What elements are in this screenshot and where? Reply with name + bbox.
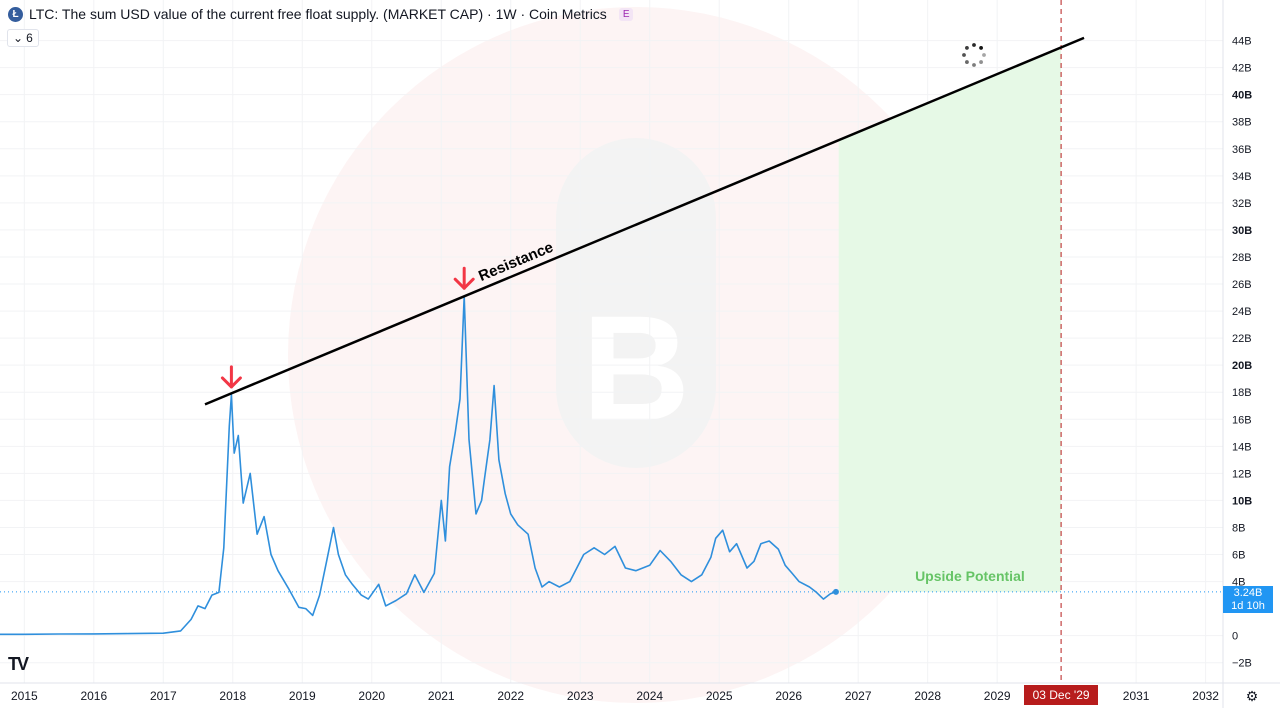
y-tick-label: 42B [1232, 63, 1252, 75]
svg-text:B: B [582, 284, 690, 452]
spinner-dot [979, 60, 983, 64]
x-tick-label: 2017 [150, 689, 177, 703]
spinner-dot [965, 60, 969, 64]
x-tick-label: 2023 [567, 689, 594, 703]
y-tick-label: 26B [1232, 279, 1252, 291]
settings-icon[interactable]: ⚙ [1245, 688, 1259, 704]
time-axis[interactable]: 2015 2016 2017 2018 2019 2020 2021 2022 2023 2024… [11, 689, 1219, 703]
y-tick-label: 40B [1232, 90, 1252, 102]
y-tick-label: 10B [1232, 495, 1252, 507]
x-tick-label: 2027 [845, 689, 872, 703]
y-tick-label: 36B [1232, 144, 1252, 156]
y-tick-label: 8B [1232, 522, 1245, 534]
spinner-dot [982, 53, 986, 57]
upside-potential-label: Upside Potential [915, 568, 1025, 584]
bar-countdown: 1d 10h [1231, 600, 1265, 612]
x-tick-label: 2028 [914, 689, 941, 703]
price-axis[interactable]: 44B 42B 40B 38B 36B 34B 32B 30B 28B 26B 24B 22B 20B 1… [1232, 36, 1252, 670]
x-tick-label: 2019 [289, 689, 316, 703]
spinner-dot [965, 46, 969, 50]
y-tick-label: 0 [1232, 631, 1238, 643]
ltc-logo-icon: Ł [8, 6, 23, 22]
tradingview-logo-icon[interactable]: TV [8, 654, 29, 674]
x-tick-label: 2021 [428, 689, 455, 703]
indicators-collapse-button[interactable]: ⌄ 6 [7, 29, 39, 47]
y-tick-label: 18B [1232, 387, 1252, 399]
last-price-badge: 3.24B 1d 10h [1223, 586, 1273, 613]
chevron-down-icon: ⌄ [13, 31, 24, 45]
indicators-count: 6 [26, 31, 33, 45]
peak-arrow-icon [453, 266, 475, 290]
upside-potential-zone [838, 47, 1062, 592]
y-tick-label: 28B [1232, 252, 1252, 264]
spinner-dot [972, 43, 976, 47]
y-tick-label: 32B [1232, 198, 1252, 210]
y-tick-label: 22B [1232, 333, 1252, 345]
spinner-dot [972, 63, 976, 67]
y-tick-label: 38B [1232, 117, 1252, 129]
x-tick-label: 2025 [706, 689, 733, 703]
x-tick-label: 2016 [80, 689, 107, 703]
x-tick-label: 2026 [775, 689, 802, 703]
last-price-marker [832, 588, 839, 595]
chart-header: Ł LTC: The sum USD value of the current … [8, 6, 634, 22]
y-tick-label: 6B [1232, 550, 1245, 562]
x-tick-label: 2018 [219, 689, 246, 703]
x-tick-label: 2031 [1123, 689, 1150, 703]
x-tick-label: 2032 [1192, 689, 1219, 703]
crosshair-date-badge: 03 Dec '29 [1024, 685, 1099, 705]
x-tick-label: 2015 [11, 689, 38, 703]
exchange-badge[interactable]: E [618, 7, 634, 21]
y-tick-label: 30B [1232, 225, 1252, 237]
y-tick-label: 12B [1232, 468, 1252, 480]
spinner-dot [979, 46, 983, 50]
resistance-trendline[interactable] [204, 36, 1085, 406]
x-tick-label: 2020 [358, 689, 385, 703]
x-tick-label: 2022 [497, 689, 524, 703]
spinner-dot [962, 53, 966, 57]
y-tick-label: 24B [1232, 306, 1252, 318]
chart-title: LTC: The sum USD value of the current fr… [29, 6, 607, 22]
y-tick-label: 16B [1232, 414, 1252, 426]
y-tick-label: 4B [1232, 577, 1245, 589]
y-tick-label: −2B [1232, 658, 1252, 670]
y-tick-label: 14B [1232, 441, 1252, 453]
peak-arrow-icon [220, 365, 242, 389]
loading-spinner-icon [962, 43, 986, 67]
ltc-market-cap-series-line [0, 295, 837, 636]
bitcoin-watermark-icon: B [288, 7, 984, 703]
y-tick-label: 34B [1232, 171, 1252, 183]
x-tick-label: 2029 [984, 689, 1011, 703]
y-tick-label: 20B [1232, 360, 1252, 372]
y-tick-label: 44B [1232, 36, 1252, 48]
x-tick-label: 2024 [636, 689, 663, 703]
last-price-value: 3.24B [1233, 587, 1263, 599]
